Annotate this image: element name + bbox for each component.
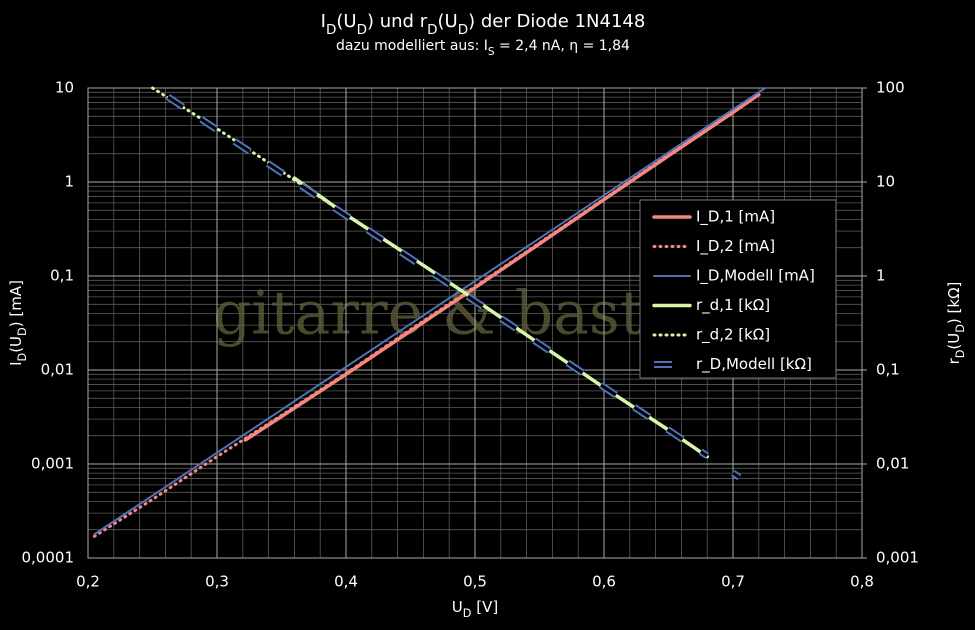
series-line-inner [167, 95, 741, 479]
series-line [93, 87, 767, 536]
y-axis-label-part: I [7, 361, 25, 365]
chart-title-part: D [427, 22, 437, 38]
chart-title-part: D [458, 22, 468, 38]
x-tick-label: 0,8 [850, 573, 874, 591]
y2-tick-label: 10 [876, 173, 895, 191]
x-axis-label-part: U [452, 598, 463, 616]
y2-tick-label: 0,01 [876, 455, 909, 473]
chart-title-part: D [357, 22, 367, 38]
chart-title: ID(UD) und rD(UD) der Diode 1N4148 [321, 11, 646, 38]
x-tick-label: 0,2 [76, 573, 100, 591]
y-axis-label-part: D [16, 353, 29, 362]
legend-label: r_D,Modell [kΩ] [696, 355, 812, 374]
y-axis-label: ID(UD) [mA] [7, 280, 29, 366]
y-tick-label: 0,1 [50, 267, 74, 285]
y2-axis-label-part: D [954, 350, 967, 359]
y-tick-label: 0,01 [41, 361, 74, 379]
y2-tick-label: 0,001 [876, 549, 919, 567]
y2-tick-label: 100 [876, 79, 905, 97]
legend-label: r_d,2 [kΩ] [696, 326, 770, 345]
chart-subtitle: dazu modelliert aus: IS = 2,4 nA, η = 1,… [336, 38, 630, 58]
x-tick-label: 0,6 [592, 573, 616, 591]
chart-title-part: (U [438, 11, 458, 32]
y-tick-label: 0,0001 [22, 549, 75, 567]
x-axis-label-part: D [463, 607, 472, 620]
y2-tick-label: 0,1 [876, 361, 900, 379]
y2-axis-label-part: ) [kΩ] [945, 282, 963, 324]
chart-title-part: ) und r [367, 11, 428, 32]
x-axis-label-part: [V] [471, 598, 498, 616]
y-axis-label-part: ) [mA] [7, 280, 25, 327]
legend-label: r_d,1 [kΩ] [696, 296, 770, 315]
chart-subtitle-part: = 2,4 nA, η = 1,84 [495, 38, 630, 54]
y2-axis-label-part: D [954, 324, 967, 333]
y2-tick-label: 1 [876, 267, 886, 285]
legend-box [639, 199, 837, 379]
legend-label: I_D,Modell [mA] [696, 267, 815, 286]
y-tick-label: 10 [55, 79, 74, 97]
y-axis-label-part: (U [7, 336, 25, 353]
y2-axis-label: rD(UD) [kΩ] [945, 282, 967, 365]
chart-subtitle-part: dazu modelliert aus: I [336, 38, 488, 54]
x-tick-label: 0,4 [334, 573, 358, 591]
x-tick-label: 0,3 [205, 573, 229, 591]
chart-subtitle-part: S [488, 46, 495, 58]
chart-title-part: D [326, 22, 336, 38]
x-axis-label: UD [V] [452, 598, 498, 620]
x-tick-label: 0,7 [721, 573, 745, 591]
y-axis-label-part: D [16, 327, 29, 336]
y2-axis-label-part: (U [945, 333, 963, 350]
chart-title-part: (U [336, 11, 356, 32]
series-line [92, 92, 761, 538]
y-tick-label: 1 [64, 173, 74, 191]
legend-label: I_D,2 [mA] [696, 237, 775, 256]
legend-label: I_D,1 [mA] [696, 208, 775, 227]
y-tick-label: 0,001 [31, 455, 74, 473]
y2-axis-label-part: r [945, 357, 963, 364]
chart-title-part: I [321, 11, 326, 32]
chart-title-part: ) der Diode 1N4148 [468, 11, 645, 32]
x-tick-label: 0,5 [463, 573, 487, 591]
